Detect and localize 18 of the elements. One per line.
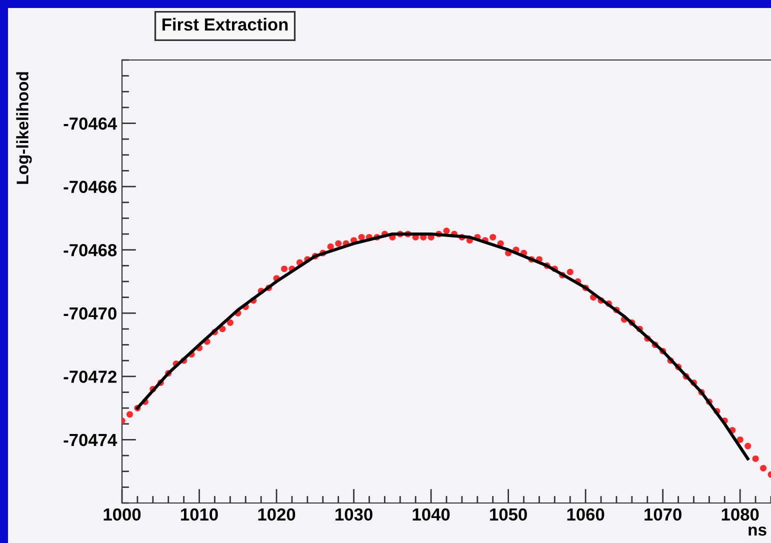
x-tick-label: 1010 xyxy=(181,508,218,521)
x-axis-title: ns xyxy=(748,526,766,536)
y-tick-label: -70474 xyxy=(64,434,118,446)
x-tick-label: 1020 xyxy=(258,508,296,521)
y-tick-label: -70466 xyxy=(64,180,117,194)
y-tick-label: -70468 xyxy=(64,244,117,256)
y-tick-label: -70470 xyxy=(64,307,116,320)
x-tick-label: 1050 xyxy=(490,508,527,521)
y-tick-label: -70472 xyxy=(64,370,116,383)
x-tick-label: 1040 xyxy=(412,508,450,521)
chart-title: First Extraction xyxy=(162,18,288,31)
x-tick-label: 1070 xyxy=(644,508,682,521)
y-axis-title: Log-likelihood xyxy=(16,72,32,184)
x-tick-label: 1000 xyxy=(104,508,141,521)
x-tick-label: 1060 xyxy=(567,508,604,521)
x-tick-label: 1030 xyxy=(336,508,372,521)
x-tick-label: 1080 xyxy=(722,508,759,521)
y-tick-label: -70464 xyxy=(64,117,118,130)
